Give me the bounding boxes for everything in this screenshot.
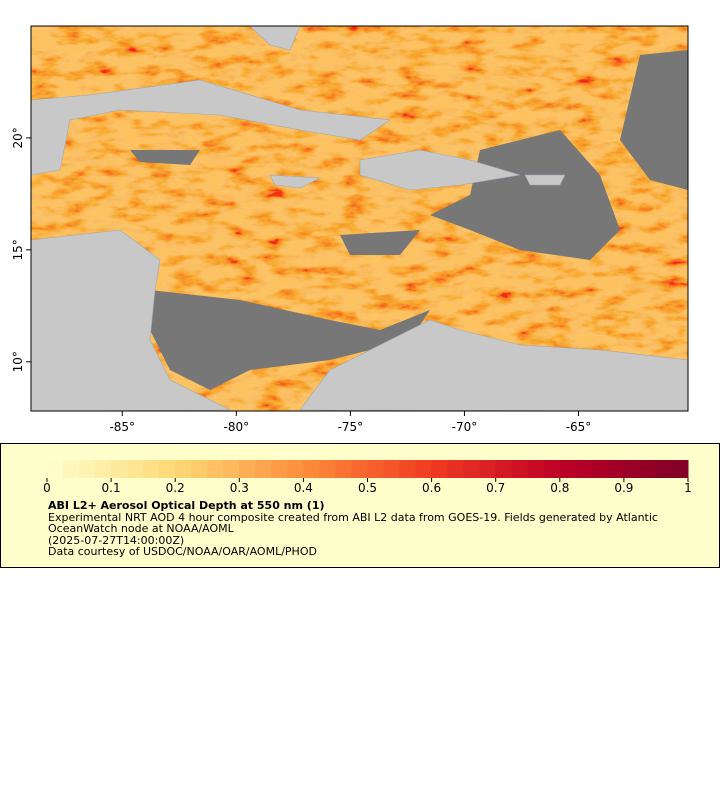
colorbar-step [479, 460, 497, 478]
colorbar-step [255, 460, 272, 478]
colorbar-step [463, 460, 481, 478]
colorbar-step [495, 460, 513, 478]
colorbar-step [367, 460, 385, 478]
colorbar-step [79, 460, 96, 478]
colorbar-tick-label: 0.8 [550, 481, 569, 495]
map-frame [30, 25, 689, 412]
map [31, 26, 688, 411]
colorbar-step [623, 460, 641, 478]
colorbar-step [143, 460, 160, 478]
legend-line: (2025-07-27T14:00:00Z) [48, 533, 185, 547]
colorbar-step [399, 460, 417, 478]
x-tick-label: -70° [452, 420, 478, 434]
colorbar-step [447, 460, 465, 478]
colorbar-step [191, 460, 208, 478]
colorbar-step [351, 460, 368, 478]
colorbar-tick-label: 0 [43, 481, 51, 495]
colorbar-tick-label: 0.9 [614, 481, 633, 495]
legend-text: ABI L2+ Aerosol Optical Depth at 550 nm … [48, 500, 688, 558]
x-tick-label: -65° [566, 420, 592, 434]
legend-title: ABI L2+ Aerosol Optical Depth at 550 nm … [48, 499, 325, 512]
x-tick-label: -75° [338, 420, 364, 434]
colorbar-step [383, 460, 401, 478]
colorbar-tick-label: 0.3 [230, 481, 249, 495]
colorbar-tick-label: 0.6 [422, 481, 441, 495]
colorbar-step [591, 460, 609, 478]
colorbar-step [271, 460, 288, 478]
colorbar-step [303, 460, 320, 478]
colorbar-tick-label: 0.2 [166, 481, 185, 495]
colorbar-step [543, 460, 561, 478]
colorbar-tick-label: 0.7 [486, 481, 505, 495]
y-tick-label: 15° [11, 239, 25, 260]
colorbar-step [335, 460, 352, 478]
x-tick-label: -85° [109, 420, 135, 434]
legend-line: Data courtesy of USDOC/NOAA/OAR/AOML/PHO… [48, 545, 317, 558]
colorbar-step [639, 460, 657, 478]
colorbar-step [655, 460, 673, 478]
colorbar-tick-label: 0.1 [102, 481, 121, 495]
x-tick-label: -80° [224, 420, 250, 434]
colorbar-step [95, 460, 112, 478]
colorbar-tick-label: 0.5 [358, 481, 377, 495]
colorbar-step [527, 460, 545, 478]
colorbar-step [607, 460, 625, 478]
colorbar-step [559, 460, 577, 478]
colorbar-step [415, 460, 433, 478]
colorbar-step [431, 460, 449, 478]
colorbar-step [671, 460, 689, 478]
land [31, 26, 688, 411]
colorbar-step [287, 460, 304, 478]
colorbar-step [223, 460, 240, 478]
y-tick-label: 10° [11, 351, 25, 372]
axes: -85° -80° -75° -70° -65° 10° 15° 20° 0 0.1 0.2 0.3 0… [11, 127, 692, 495]
colorbar-step [575, 460, 593, 478]
colorbar-step [111, 460, 128, 478]
colorbar-step [207, 460, 224, 478]
y-tick-label: 20° [11, 127, 25, 148]
colorbar-step [127, 460, 144, 478]
colorbar-step [47, 460, 64, 478]
colorbar-tick-label: 1 [684, 481, 692, 495]
colorbar-step [63, 460, 80, 478]
legend-line: Experimental NRT AOD 4 hour composite cr… [48, 510, 658, 535]
colorbar-tick-label: 0.4 [294, 481, 313, 495]
colorbar-step [175, 460, 192, 478]
colorbar-step [159, 460, 176, 478]
colorbar-step [319, 460, 336, 478]
colorbar-step [239, 460, 256, 478]
colorbar-step [511, 460, 529, 478]
